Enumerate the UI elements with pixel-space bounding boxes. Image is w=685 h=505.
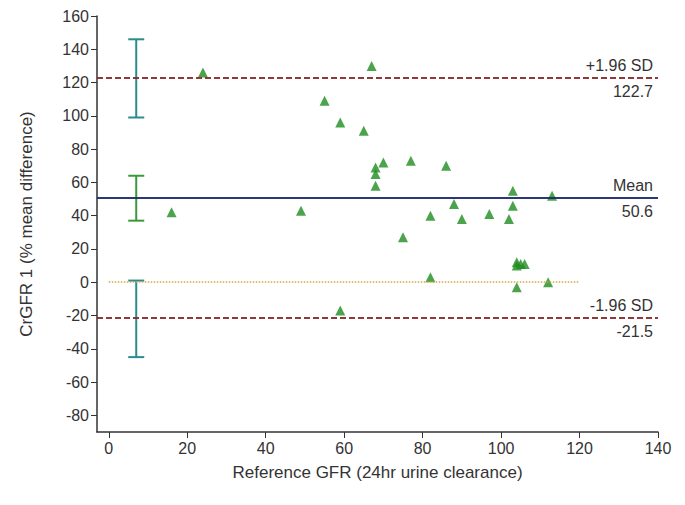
svg-text:120: 120	[566, 440, 593, 457]
svg-text:50.6: 50.6	[622, 203, 653, 220]
svg-text:CrGFR 1 (% mean difference): CrGFR 1 (% mean difference)	[17, 111, 36, 336]
svg-text:20: 20	[71, 240, 89, 257]
svg-text:140: 140	[645, 440, 672, 457]
svg-text:0: 0	[104, 440, 113, 457]
svg-text:-20: -20	[66, 307, 89, 324]
svg-text:100: 100	[62, 107, 89, 124]
svg-text:-80: -80	[66, 407, 89, 424]
svg-text:-40: -40	[66, 340, 89, 357]
svg-text:40: 40	[71, 207, 89, 224]
svg-text:20: 20	[178, 440, 196, 457]
svg-text:140: 140	[62, 41, 89, 58]
svg-text:0: 0	[80, 274, 89, 291]
svg-text:-21.5: -21.5	[617, 323, 654, 340]
svg-text:Reference GFR (24hr urine clea: Reference GFR (24hr urine clearance)	[232, 463, 522, 482]
svg-text:60: 60	[335, 440, 353, 457]
svg-text:160: 160	[62, 8, 89, 25]
svg-text:+1.96 SD: +1.96 SD	[586, 57, 653, 74]
svg-text:40: 40	[257, 440, 275, 457]
svg-text:100: 100	[488, 440, 515, 457]
svg-text:122.7: 122.7	[613, 83, 653, 100]
svg-text:120: 120	[62, 74, 89, 91]
svg-text:80: 80	[414, 440, 432, 457]
svg-text:80: 80	[71, 141, 89, 158]
svg-text:Mean: Mean	[613, 177, 653, 194]
svg-text:60: 60	[71, 174, 89, 191]
svg-text:-1.96 SD: -1.96 SD	[590, 297, 653, 314]
svg-text:-60: -60	[66, 374, 89, 391]
